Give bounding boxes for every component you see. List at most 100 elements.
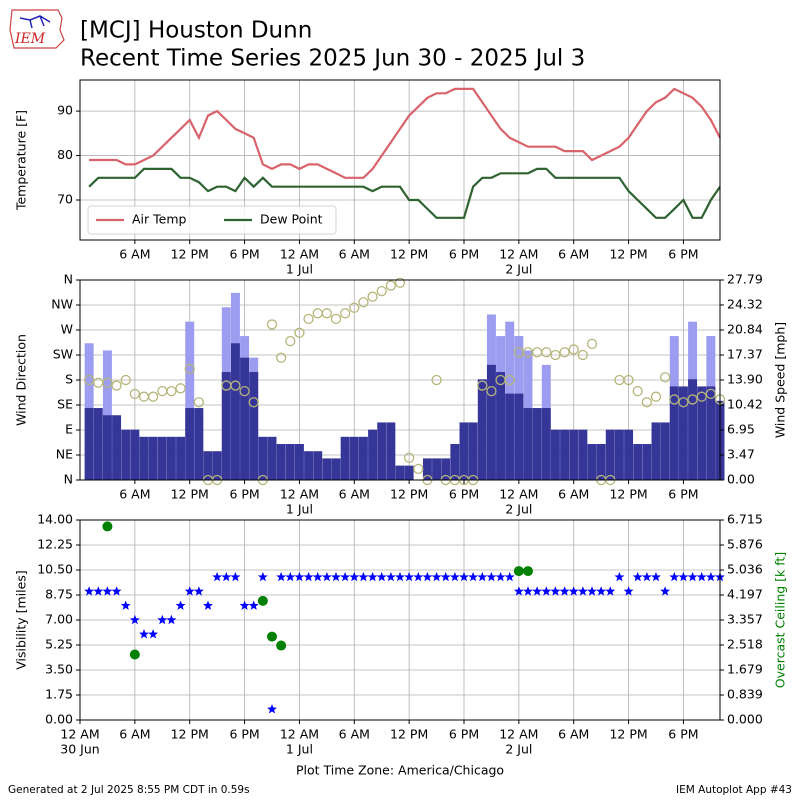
point — [358, 571, 369, 582]
x-tick-label: 12 PM — [390, 247, 428, 262]
y2-tick-label: 0.000 — [727, 712, 763, 727]
y-tick-label: 5.25 — [45, 637, 73, 652]
bar — [660, 422, 670, 480]
point — [504, 374, 515, 386]
bar — [642, 444, 652, 480]
bar — [404, 465, 414, 480]
bar — [541, 408, 551, 480]
bar — [651, 422, 661, 480]
point — [559, 586, 570, 596]
marks — [84, 521, 725, 714]
point — [230, 380, 241, 391]
point — [339, 308, 351, 319]
point — [660, 586, 671, 596]
point — [276, 640, 287, 651]
point — [523, 566, 533, 577]
y2-tick-label: 6.95 — [727, 421, 755, 436]
x-tick-label: 6 PM — [229, 727, 259, 742]
point — [513, 586, 524, 596]
bar — [166, 436, 176, 480]
logo-text: IEM — [14, 31, 46, 47]
point — [129, 388, 141, 400]
point — [120, 600, 131, 610]
legend-box — [87, 205, 337, 235]
point — [477, 380, 488, 391]
logo: IEM — [9, 9, 65, 49]
point — [413, 571, 424, 582]
legend-label: Dew Point — [260, 212, 323, 227]
point — [157, 614, 168, 625]
point — [257, 571, 268, 582]
point — [605, 586, 616, 596]
bar — [368, 429, 378, 480]
point — [385, 280, 397, 291]
point — [614, 571, 625, 582]
x-tick-label: 6 AM — [119, 247, 150, 262]
x-tick-label: 12 AM — [499, 727, 538, 742]
x-tick-label: 12 AM — [499, 247, 538, 262]
point — [568, 586, 579, 596]
point — [294, 327, 305, 338]
y2-tick-label: 2.518 — [727, 637, 763, 652]
point — [285, 571, 296, 582]
x-tick-label: 6 PM — [668, 487, 698, 502]
point — [459, 571, 469, 582]
point — [587, 586, 597, 596]
point — [102, 377, 113, 388]
bar — [322, 458, 332, 480]
point — [385, 571, 396, 582]
y-tick-label: E — [65, 422, 73, 437]
x-tick-label: 6 PM — [668, 247, 698, 262]
point — [367, 291, 378, 302]
bar — [203, 451, 213, 480]
bar — [194, 408, 204, 480]
point — [705, 388, 717, 400]
y-tick-label: SE — [57, 397, 73, 412]
point — [395, 571, 405, 582]
x-tick-label: 6 PM — [229, 247, 259, 262]
y2-axis-label: Overcast Ceiling [k ft] — [773, 552, 788, 688]
bar — [102, 415, 112, 480]
point — [394, 277, 406, 288]
bar — [486, 364, 496, 480]
marks — [83, 277, 726, 486]
bar — [285, 444, 295, 480]
bar — [505, 393, 515, 480]
x-tick-label: 12 AM — [280, 247, 319, 262]
x-tick-label: 6 PM — [449, 727, 479, 742]
point — [413, 463, 424, 475]
y-tick-label: N — [64, 472, 73, 487]
x-tick-label: 6 PM — [449, 487, 479, 502]
x-tick-label: 6 AM — [119, 487, 150, 502]
bar — [249, 372, 259, 480]
x-tick-label: 6 AM — [119, 727, 150, 742]
x-tick-label: 12 PM — [171, 247, 209, 262]
y-tick-label: N — [64, 272, 73, 287]
point — [641, 571, 652, 582]
y-tick-label: 90 — [57, 103, 73, 118]
bar — [386, 422, 396, 480]
point — [102, 521, 113, 532]
x-date-label: 30 Jun — [60, 742, 99, 757]
logo-network — [19, 15, 51, 29]
point — [477, 571, 488, 582]
point — [367, 571, 378, 582]
point — [340, 571, 351, 582]
point — [696, 571, 707, 582]
bar — [596, 444, 606, 480]
point — [331, 571, 341, 582]
bar — [267, 436, 277, 480]
point — [523, 586, 533, 596]
point — [248, 600, 259, 610]
y2-tick-label: 6.715 — [727, 512, 763, 527]
point — [376, 571, 387, 582]
plot-frame — [79, 279, 721, 481]
plot-frame — [79, 79, 721, 241]
point — [166, 614, 177, 625]
point — [303, 313, 314, 325]
marks — [88, 87, 721, 219]
point — [541, 347, 552, 358]
bar — [633, 444, 643, 480]
y-tick-label: S — [65, 372, 73, 387]
